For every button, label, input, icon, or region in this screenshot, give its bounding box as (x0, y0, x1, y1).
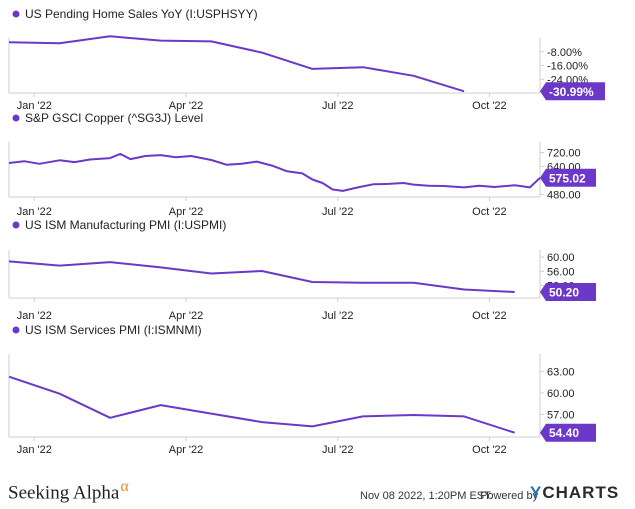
x-tick-label: Jul '22 (322, 100, 353, 112)
chart-title: S&P GSCI Copper (^SG3J) Level (25, 111, 203, 125)
ycharts-logo: YCHARTS (530, 483, 619, 503)
y-tick-label: 720.00 (547, 147, 581, 159)
series-line (8, 260, 515, 293)
chart-title: US Pending Home Sales YoY (I:USPHSYY) (25, 7, 258, 21)
last-value-badge (540, 82, 605, 101)
y-tick-label: 480.00 (547, 189, 581, 201)
x-tick-label: Oct '22 (472, 206, 507, 218)
x-tick-label: Jul '22 (322, 444, 353, 456)
brand-text: Seeking Alpha (8, 482, 120, 504)
series-line (8, 375, 516, 434)
last-value-badge (540, 282, 596, 301)
legend-dot (12, 326, 20, 334)
last-value-label: 575.02 (549, 171, 586, 185)
ycharts-text: CHARTS (542, 483, 620, 502)
x-tick-label: Oct '22 (472, 444, 507, 456)
legend-dot (12, 10, 20, 18)
chart-panel-1: US Pending Home Sales YoY (I:USPHSYY) -8.… (8, 7, 605, 112)
chart-panel-3: US ISM Manufacturing PMI (I:USPMI) 60.00 5… (8, 218, 596, 322)
y-tick-label: 56.00 (547, 266, 575, 278)
x-tick-label: Oct '22 (472, 100, 507, 112)
x-tick-label: Jan '22 (17, 444, 52, 456)
last-value-label: 50.20 (549, 285, 579, 299)
x-tick-label: Jul '22 (322, 310, 353, 322)
series-line (8, 35, 465, 93)
powered-by-label: Powered by (480, 490, 539, 502)
seeking-alpha-logo: Seeking Alphaα (8, 478, 129, 504)
y-tick-label: 60.00 (547, 388, 575, 400)
last-value-badge (540, 423, 596, 442)
legend-dot (12, 221, 20, 229)
y-tick-label: 63.00 (547, 367, 575, 379)
last-value-label: -30.99% (549, 85, 594, 99)
alpha-symbol: α (120, 478, 129, 495)
x-tick-label: Apr '22 (169, 444, 204, 456)
x-tick-label: Jan '22 (17, 310, 52, 322)
x-tick-label: Apr '22 (169, 310, 204, 322)
x-tick-label: Oct '22 (472, 310, 507, 322)
ycharts-y: Y (530, 483, 543, 502)
timestamp: Nov 08 2022, 1:20PM EST. (360, 490, 493, 502)
x-tick-label: Jan '22 (17, 100, 52, 112)
y-tick-label: -8.00% (547, 47, 582, 59)
chart-panel-2: S&P GSCI Copper (^SG3J) Level720.00640.0… (8, 111, 596, 218)
last-value-badge (540, 168, 596, 187)
x-tick-label: Apr '22 (169, 100, 204, 112)
last-value-label: 54.40 (549, 426, 579, 440)
y-tick-label: 57.00 (547, 409, 575, 421)
chart-panel-4: US ISM Services PMI (I:ISMNMI) 63.00 60.00… (8, 323, 596, 456)
x-tick-label: Jul '22 (322, 206, 353, 218)
y-tick-label: 60.00 (547, 252, 575, 264)
series-line (8, 152, 541, 192)
y-tick-label: -16.00% (547, 61, 588, 73)
x-tick-label: Apr '22 (169, 206, 204, 218)
legend-dot (12, 114, 20, 122)
chart-title: US ISM Manufacturing PMI (I:USPMI) (25, 218, 226, 232)
chart-title: US ISM Services PMI (I:ISMNMI) (25, 323, 202, 337)
x-tick-label: Jan '22 (17, 206, 52, 218)
